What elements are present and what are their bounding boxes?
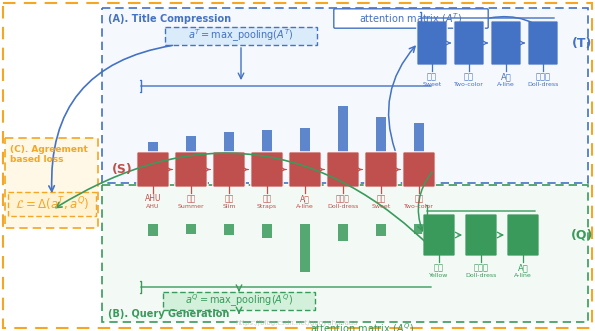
Bar — [300, 224, 310, 272]
Bar — [102, 185, 588, 322]
Bar — [262, 224, 272, 238]
Text: 甜蜜: 甜蜜 — [427, 72, 437, 81]
FancyBboxPatch shape — [251, 152, 283, 187]
Text: (A). Title Compression: (A). Title Compression — [108, 14, 231, 24]
FancyBboxPatch shape — [175, 152, 207, 187]
Bar — [148, 142, 158, 153]
FancyBboxPatch shape — [507, 214, 539, 256]
FancyBboxPatch shape — [365, 152, 397, 187]
Bar — [102, 8, 588, 183]
Bar — [376, 117, 386, 153]
Bar — [5, 138, 98, 228]
Text: Doll-dress: Doll-dress — [527, 82, 559, 87]
Bar — [224, 132, 234, 153]
Bar — [338, 224, 348, 241]
Text: A字: A字 — [300, 194, 310, 203]
Bar — [8, 192, 96, 216]
Bar — [224, 224, 234, 235]
Text: Doll-dress: Doll-dress — [465, 273, 497, 278]
Text: Slim: Slim — [223, 204, 236, 209]
FancyBboxPatch shape — [327, 152, 359, 187]
Text: AHU: AHU — [145, 194, 161, 203]
Text: 黄色: 黄色 — [434, 263, 444, 272]
Bar — [148, 224, 158, 236]
Text: Two-color: Two-color — [404, 204, 434, 209]
FancyBboxPatch shape — [403, 152, 435, 187]
Text: Doll-dress: Doll-dress — [327, 204, 359, 209]
Text: $a^Q = \mathrm{max\_pooling}(A^Q)$: $a^Q = \mathrm{max\_pooling}(A^Q)$ — [185, 293, 293, 309]
Bar — [165, 27, 317, 45]
Bar — [165, 27, 317, 45]
Text: 显瘦: 显瘦 — [224, 194, 234, 203]
Text: A字: A字 — [518, 263, 528, 272]
Bar — [414, 224, 424, 234]
Text: 夏季: 夏季 — [186, 194, 196, 203]
FancyBboxPatch shape — [213, 152, 245, 187]
Text: Summer: Summer — [178, 204, 204, 209]
Text: Straps: Straps — [257, 204, 277, 209]
Text: Two-color: Two-color — [454, 82, 484, 87]
Text: (B). Query Generation: (B). Query Generation — [108, 309, 230, 319]
Bar — [414, 123, 424, 153]
Bar — [102, 8, 588, 183]
Bar — [186, 136, 196, 153]
Text: A-line: A-line — [497, 82, 515, 87]
FancyBboxPatch shape — [137, 152, 169, 187]
Bar — [186, 224, 196, 234]
Text: (C). Agreement
based loss: (C). Agreement based loss — [10, 145, 88, 165]
Text: (S): (S) — [112, 163, 132, 176]
Text: attention matrix $(A^T)$: attention matrix $(A^T)$ — [359, 11, 462, 26]
Text: (T): (T) — [572, 36, 592, 50]
FancyBboxPatch shape — [491, 21, 521, 65]
FancyBboxPatch shape — [334, 9, 488, 28]
Text: Sweet: Sweet — [422, 82, 441, 87]
Text: 两色: 两色 — [464, 72, 474, 81]
Text: 娃娃裙: 娃娃裙 — [536, 72, 550, 81]
Text: Yellow: Yellow — [430, 273, 449, 278]
Bar — [8, 192, 96, 216]
Text: $\mathcal{L}=\Delta(a^T,a^Q)$: $\mathcal{L}=\Delta(a^T,a^Q)$ — [15, 195, 89, 213]
FancyBboxPatch shape — [454, 21, 484, 65]
Bar — [163, 292, 315, 310]
Text: https://blog.csdn.net/guoyuhaoaaa: https://blog.csdn.net/guoyuhaoaaa — [236, 320, 358, 326]
Text: attention matrix $(A^Q)$: attention matrix $(A^Q)$ — [310, 321, 414, 331]
Bar — [300, 128, 310, 153]
Text: 娃娃裙: 娃娃裙 — [474, 263, 488, 272]
Bar — [163, 292, 315, 310]
FancyBboxPatch shape — [465, 214, 497, 256]
FancyBboxPatch shape — [423, 214, 455, 256]
Bar — [376, 224, 386, 236]
Text: $a^T = \mathrm{max\_pooling}(A^T)$: $a^T = \mathrm{max\_pooling}(A^T)$ — [188, 28, 294, 44]
Text: A-line: A-line — [514, 273, 532, 278]
Text: A字: A字 — [500, 72, 511, 81]
Text: 两色: 两色 — [414, 194, 424, 203]
Bar — [338, 106, 348, 153]
FancyBboxPatch shape — [289, 152, 321, 187]
Text: A-line: A-line — [296, 204, 314, 209]
Bar — [5, 138, 98, 228]
Text: 娃娃裙: 娃娃裙 — [336, 194, 350, 203]
Text: (Q): (Q) — [571, 228, 593, 242]
Bar — [262, 130, 272, 153]
Text: AHU: AHU — [146, 204, 159, 209]
FancyBboxPatch shape — [417, 21, 447, 65]
Bar — [102, 185, 588, 322]
Text: Sweet: Sweet — [371, 204, 391, 209]
FancyBboxPatch shape — [528, 21, 558, 65]
Text: 甜蜜: 甜蜜 — [377, 194, 386, 203]
Text: 细带: 细带 — [262, 194, 272, 203]
